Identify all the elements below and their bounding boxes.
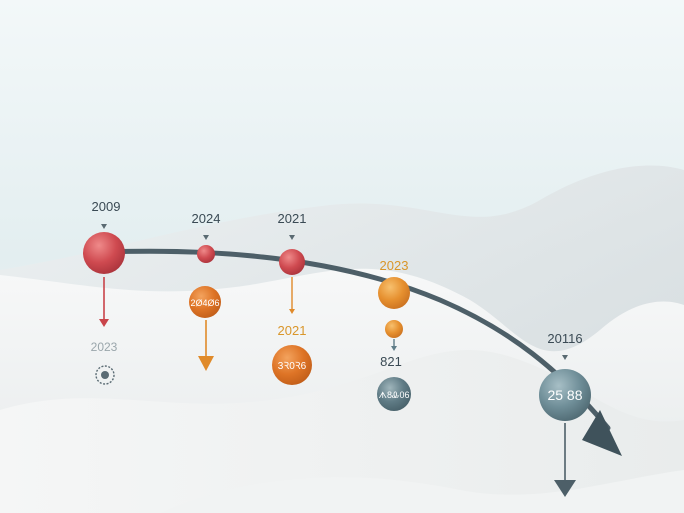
timeline-arrowhead-icon (582, 410, 622, 456)
milestone-5-badge-label: 25 88 (547, 387, 582, 403)
milestone-2-node[interactable] (197, 245, 215, 263)
milestone-4-year: 2023 (380, 258, 409, 273)
milestone-5-year: 20116 (547, 331, 582, 346)
milestone-5-node[interactable] (539, 369, 591, 421)
milestone-4-down-arrow-icon (391, 346, 397, 351)
milestone-3-sub-year: 2021 (278, 323, 307, 338)
milestone-1-pointer-icon (101, 224, 107, 229)
milestone-2-badge-label: 2Ø4Ø6 (190, 298, 219, 308)
milestone-2-year: 2024 (192, 211, 221, 226)
milestone-3-node[interactable] (279, 249, 305, 275)
milestone-3-badge[interactable] (272, 345, 312, 385)
gear-icon (95, 365, 115, 385)
milestone-4-node[interactable] (378, 277, 410, 309)
milestone-5-pointer-icon (562, 355, 568, 360)
milestone-3-badge-label: 3Ꝛ0Ꝛ6 (278, 361, 307, 372)
milestone-1-down-arrow-icon (99, 319, 109, 327)
milestone-5-down-arrow-icon (554, 480, 576, 497)
milestone-2-down-arrow-icon (198, 356, 214, 371)
milestone-2-pointer-icon (203, 235, 209, 240)
milestone-1-node[interactable] (83, 232, 125, 274)
milestone-3-pointer-icon (289, 235, 295, 240)
milestone-4-value: 821 (380, 354, 402, 369)
milestone-4-badge-label: ᗑ8Ꮂ06 (378, 390, 409, 400)
milestone-4-small-dot (385, 320, 403, 338)
background-hill-front (0, 349, 684, 513)
milestone-1-year: 2009 (92, 199, 121, 214)
milestone-2-badge[interactable] (189, 286, 221, 318)
milestone-1-sub-year: 2023 (91, 340, 118, 354)
milestone-3-down-arrow-icon (289, 309, 295, 314)
background-hill-foreground (160, 470, 684, 513)
milestone-4-badge[interactable] (377, 377, 411, 411)
milestone-3-year: 2021 (278, 211, 307, 226)
